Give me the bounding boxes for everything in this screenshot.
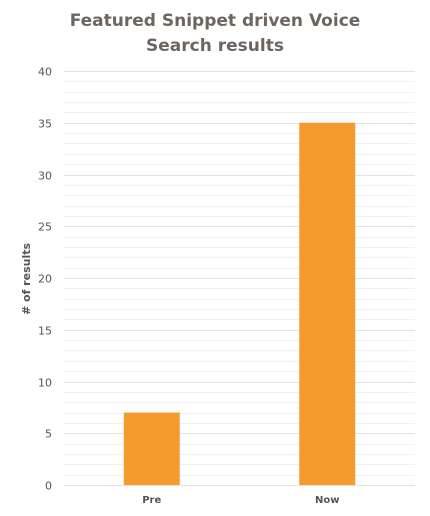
- y-tick-label: 25: [38, 221, 52, 234]
- bars: [123, 122, 356, 485]
- y-tick-label: 30: [38, 170, 52, 183]
- minor-gridlines: [64, 81, 415, 476]
- x-axis-ticks: Pre Now: [142, 495, 339, 506]
- y-axis-ticks: 0 5 10 15 20 25 30 35 40: [38, 66, 52, 493]
- y-tick-label: 40: [38, 66, 52, 79]
- x-tick-label: Now: [315, 495, 339, 506]
- bar-pre: [123, 412, 180, 485]
- y-tick-label: 35: [38, 118, 52, 131]
- bar-now: [299, 122, 356, 485]
- y-tick-label: 10: [38, 377, 52, 390]
- chart-title-line-2: Search results: [146, 36, 284, 56]
- y-tick-label: 0: [45, 480, 52, 493]
- y-axis-title: # of results: [20, 243, 33, 316]
- y-tick-label: 5: [45, 428, 52, 441]
- chart-title: Featured Snippet driven Voice Search res…: [40, 9, 390, 59]
- y-tick-label: 15: [38, 325, 52, 338]
- major-gridlines: [64, 71, 415, 486]
- chart-title-line-1: Featured Snippet driven Voice: [69, 11, 361, 31]
- y-tick-label: 20: [38, 273, 52, 286]
- x-tick-label: Pre: [142, 495, 161, 506]
